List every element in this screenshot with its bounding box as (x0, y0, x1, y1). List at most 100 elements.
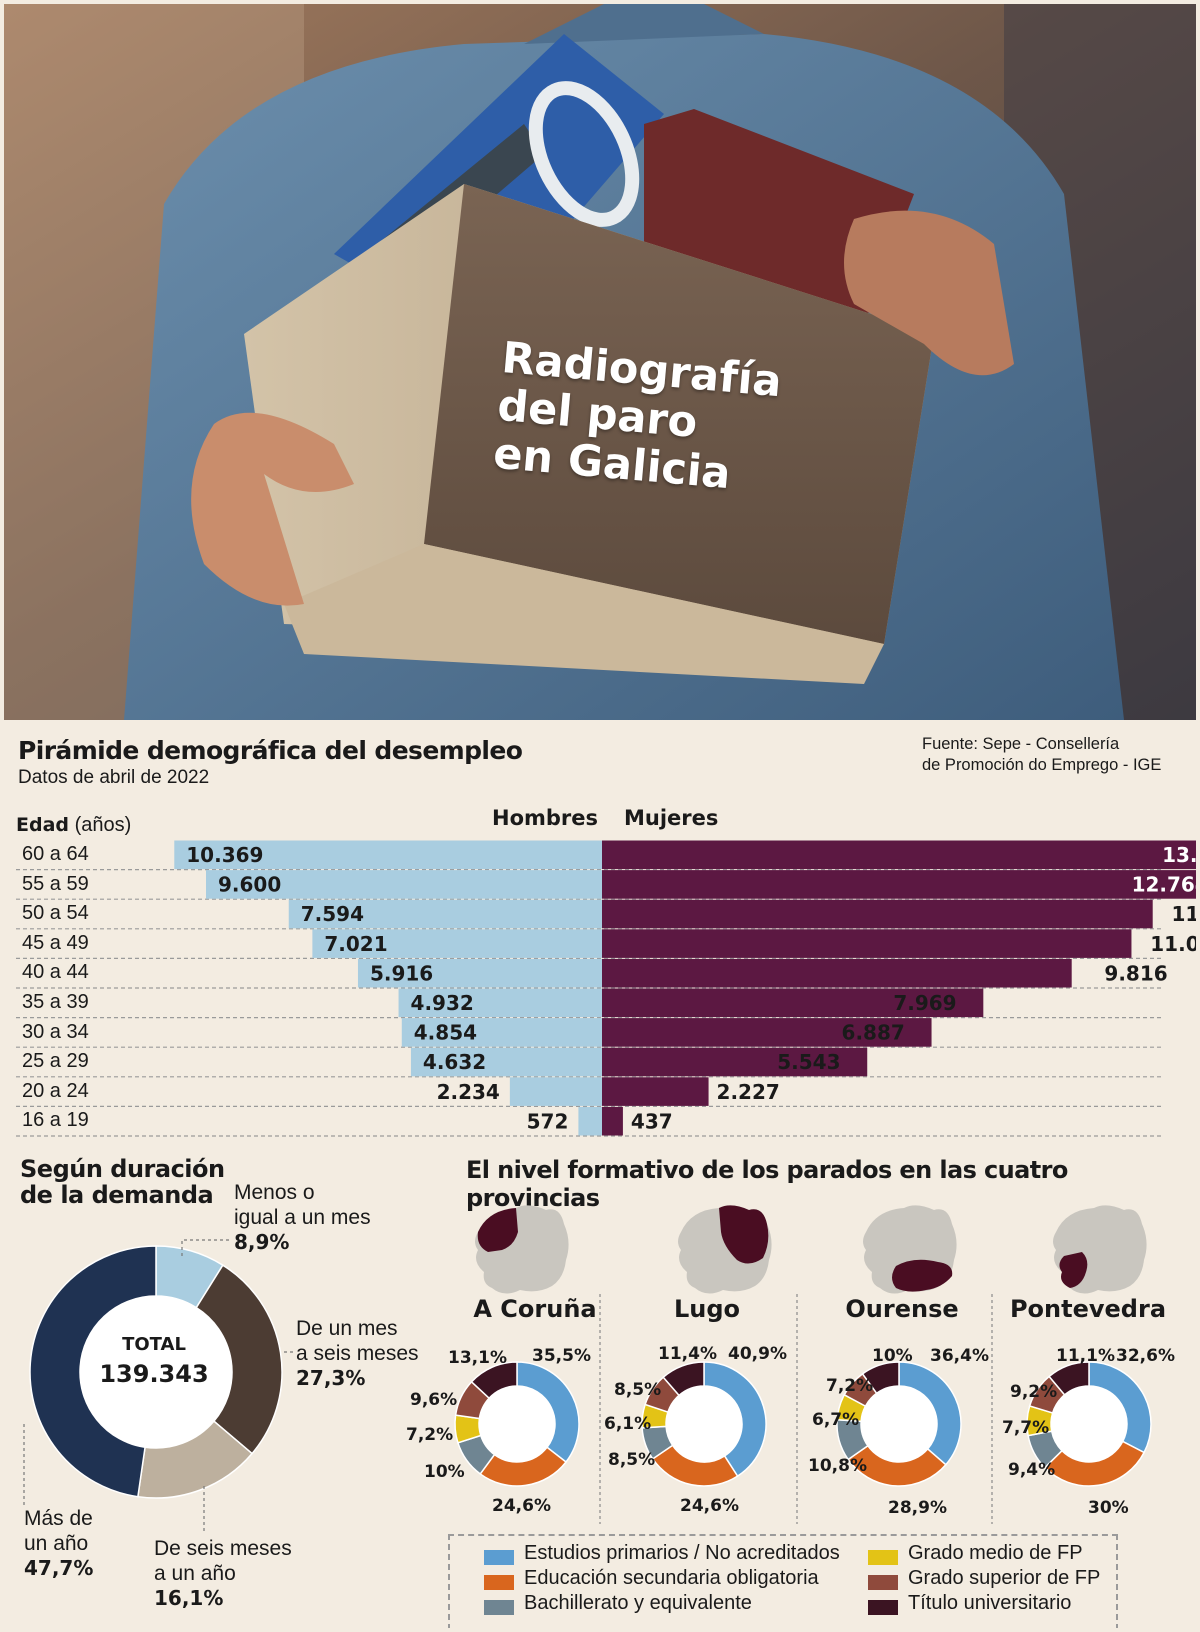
slice-label-line: a seis meses (296, 1342, 419, 1365)
province-name-coruna: A Coruña (473, 1295, 597, 1323)
age-group-label: 30 a 34 (22, 1020, 89, 1043)
age-group-label: 16 a 19 (22, 1109, 89, 1132)
pct-label: 35,5% (532, 1346, 591, 1366)
source-line: Fuente: Sepe - Consellería (922, 735, 1120, 753)
duration-slice (195, 1264, 283, 1455)
slice-value: 8,9% (234, 1230, 290, 1254)
slice-label-line: a un año (154, 1562, 236, 1585)
legend-label: Grado superior de FP (908, 1567, 1101, 1589)
pct-label: 7,7% (1002, 1418, 1050, 1438)
legend-swatch (484, 1550, 514, 1565)
province-highlight (719, 1205, 769, 1264)
legend-swatch (868, 1575, 898, 1590)
source-note: Fuente: Sepe - Consellería de Promoción … (922, 734, 1161, 776)
age-group-label: 50 a 54 (22, 902, 89, 925)
legend-swatch (868, 1550, 898, 1565)
age-axis-label: Edad (años) (16, 814, 131, 837)
slice-label-line: De seis meses (154, 1537, 292, 1560)
pct-label: 6,7% (812, 1410, 860, 1430)
age-group-label: 40 a 44 (22, 961, 89, 984)
pct-label: 7,2% (406, 1425, 454, 1445)
age-axis-title: Edad (16, 814, 70, 836)
legend-label: Grado medio de FP (908, 1542, 1083, 1564)
pct-label: 36,4% (930, 1346, 989, 1366)
duration-title-line: de la demanda (20, 1181, 214, 1209)
legend-label: Título universitario (908, 1592, 1072, 1614)
slice-label-mas-ano: Más de un año 47,7% (24, 1506, 93, 1581)
slice-label-uno-seis: De un mes a seis meses 27,3% (296, 1316, 419, 1391)
age-axis-unit: (años) (74, 814, 132, 836)
slice-label-menos-mes: Menos o igual a un mes 8,9% (234, 1180, 371, 1255)
legend-swatch (868, 1600, 898, 1615)
pyramid-subtitle: Datos de abril de 2022 (18, 767, 210, 788)
pct-label: 7,2% (826, 1376, 874, 1396)
hero-photo: Radiografía del paro en Galicia (4, 4, 1196, 720)
legend-label: Bachillerato y equivalente (524, 1592, 752, 1614)
pct-label: 32,6% (1116, 1346, 1175, 1366)
pct-label: 6,1% (604, 1414, 652, 1434)
slice-label-line: un año (24, 1532, 89, 1555)
leader-line (181, 1239, 230, 1256)
slice-label-seis-ano: De seis meses a un año 16,1% (154, 1536, 292, 1611)
legend-swatch (484, 1600, 514, 1615)
province-name-ourense: Ourense (845, 1295, 959, 1323)
donut-hole (1051, 1386, 1127, 1462)
donut-total-value: 139.343 (99, 1360, 209, 1388)
age-group-label: 55 a 59 (22, 872, 89, 895)
legend-hombres: Hombres (492, 806, 599, 830)
galicia-map-icon (475, 1205, 569, 1294)
pct-label: 9,2% (1010, 1382, 1058, 1402)
legend-swatch (484, 1575, 514, 1590)
donut-hole (861, 1386, 937, 1462)
pct-label: 10,8% (808, 1456, 867, 1476)
pct-label: 40,9% (728, 1344, 787, 1364)
infographic: Radiografía del paro en Galicia Pirámide… (4, 4, 1196, 1628)
pct-label: 11,1% (1056, 1346, 1115, 1366)
province-name-pontevedra: Pontevedra (1009, 1295, 1167, 1323)
pct-label: 9,6% (410, 1390, 458, 1410)
duration-title-line: Según duración (20, 1155, 225, 1183)
donut-hole (666, 1386, 742, 1462)
province-highlight (477, 1208, 518, 1252)
pct-label: 28,9% (888, 1498, 947, 1518)
pct-label: 24,6% (492, 1496, 551, 1516)
galicia-map-icon (1053, 1205, 1147, 1294)
galicia-map-icon (678, 1205, 772, 1294)
pct-label: 11,4% (658, 1344, 717, 1364)
slice-label-line: Menos o (234, 1181, 315, 1204)
age-group-label: 25 a 29 (22, 1050, 89, 1073)
donut-hole (479, 1386, 555, 1462)
duration-donut (23, 1239, 294, 1534)
pct-label: 8,5% (608, 1450, 656, 1470)
slice-value: 27,3% (296, 1366, 366, 1390)
age-group-label: 35 a 39 (22, 991, 89, 1013)
province-name-lugo: Lugo (673, 1295, 741, 1323)
donut-total-label: TOTAL (122, 1334, 186, 1355)
age-group-label: 45 a 49 (22, 931, 89, 954)
donut-hole (80, 1296, 232, 1448)
slice-value: 47,7% (24, 1556, 94, 1580)
provinces-title: El nivel formativo de los parados en las… (466, 1156, 1068, 1212)
galicia-map-icon (863, 1205, 957, 1294)
legend-mujeres: Mujeres (624, 806, 719, 830)
age-group-label: 60 a 64 (22, 843, 89, 865)
slice-label-line: igual a un mes (234, 1206, 371, 1229)
duration-title: Según duración de la demanda (20, 1156, 225, 1208)
hero-illustration (4, 4, 1196, 720)
source-line: de Promoción do Emprego - IGE (922, 756, 1162, 774)
slice-value: 16,1% (154, 1586, 224, 1610)
age-group-label: 20 a 24 (22, 1079, 89, 1102)
legend-label: Estudios primarios / No acreditados (524, 1542, 840, 1564)
pct-label: 10% (872, 1346, 913, 1366)
pct-label: 9,4% (1008, 1460, 1056, 1480)
slice-label-line: De un mes (296, 1317, 398, 1340)
pct-label: 10% (424, 1462, 465, 1482)
legend-label: Educación secundaria obligatoria (524, 1567, 819, 1589)
pct-label: 30% (1088, 1498, 1129, 1518)
pct-label: 13,1% (448, 1348, 507, 1368)
pct-label: 8,5% (614, 1380, 662, 1400)
province-highlight (892, 1259, 953, 1292)
provinces-donuts (454, 1205, 1152, 1524)
pct-label: 24,6% (680, 1496, 739, 1516)
slice-label-line: Más de (24, 1507, 93, 1530)
